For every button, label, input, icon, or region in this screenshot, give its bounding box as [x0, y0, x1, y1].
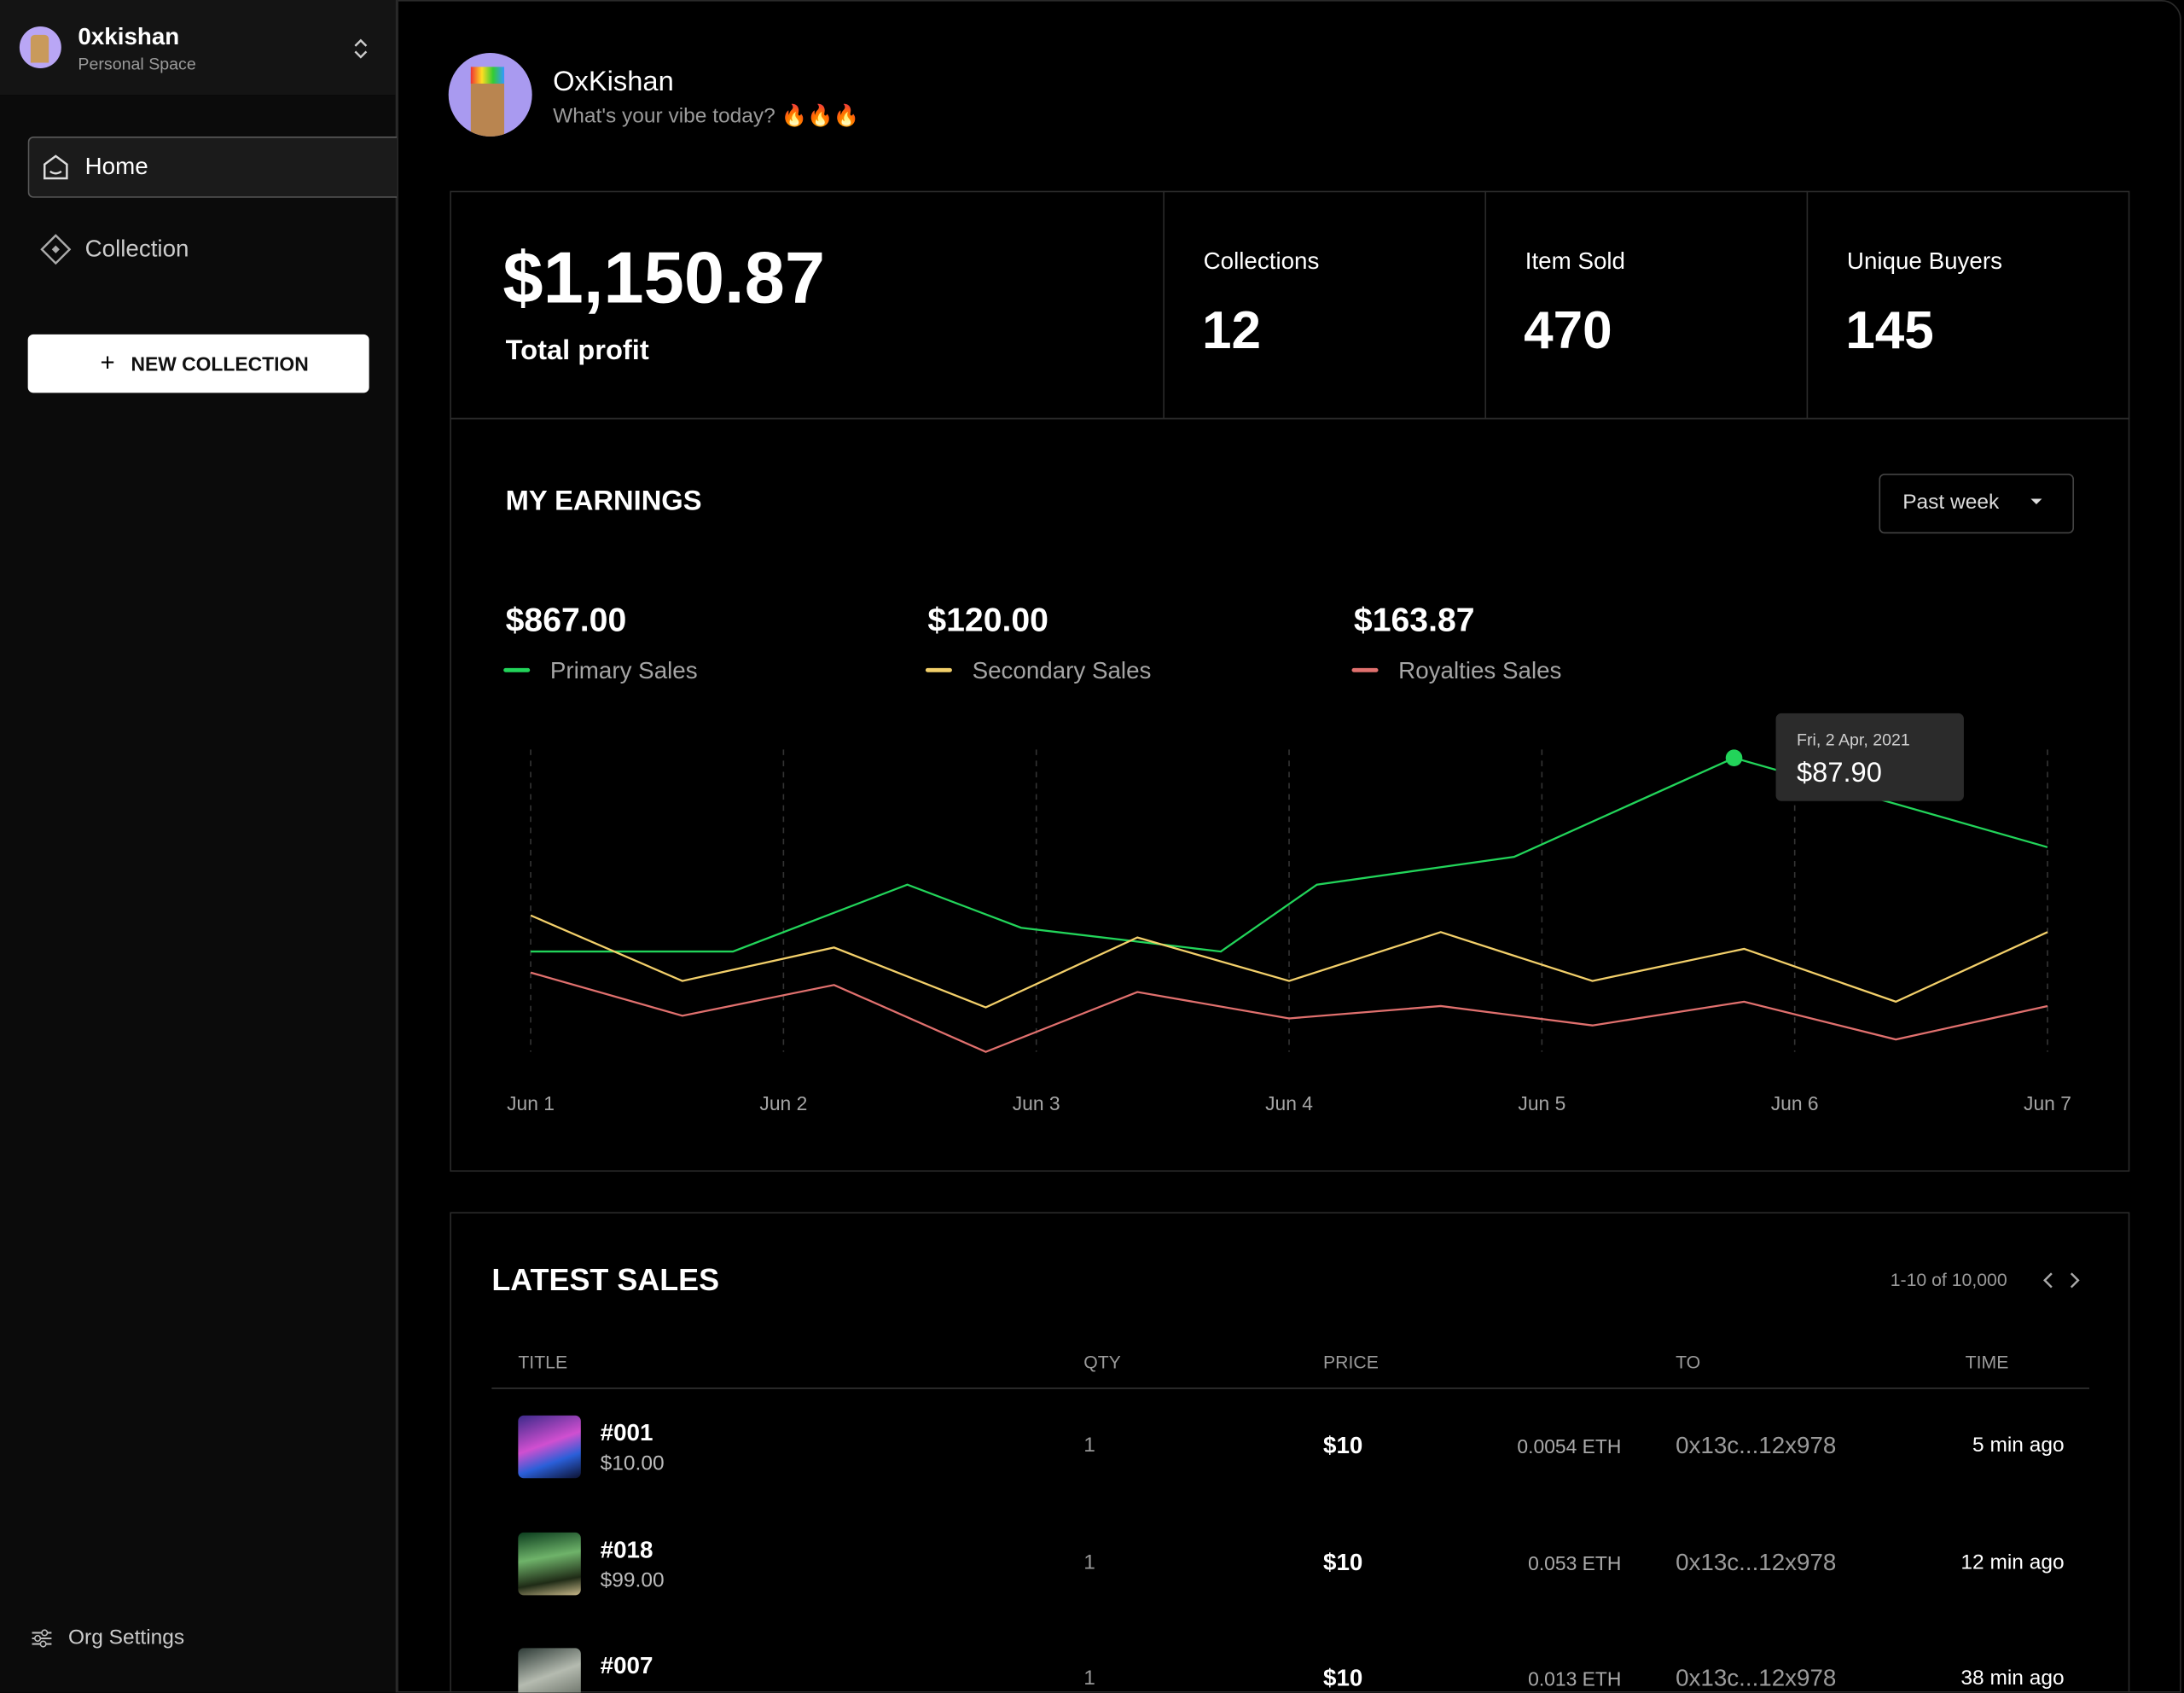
x-tick-label: Jun 5 [1518, 1092, 1565, 1114]
divider [1484, 190, 1487, 420]
profile-name: OxKishan [553, 67, 674, 98]
settings-icon [32, 1629, 52, 1648]
price: $10 [1323, 1548, 1363, 1575]
nav-item-active[interactable] [27, 137, 398, 198]
period-dropdown[interactable] [1879, 474, 2075, 534]
home-icon [44, 154, 68, 180]
series-total: $867.00 [506, 602, 627, 639]
column-header: PRICE [1323, 1351, 1379, 1373]
series-line [530, 914, 2048, 1009]
sales-row[interactable] [491, 1507, 2089, 1619]
button-label[interactable]: NEW COLLECTION [131, 352, 309, 375]
divider [1806, 190, 1809, 420]
x-tick-label: Jun 7 [2024, 1092, 2071, 1114]
buyer-address: 0x13c...12x978 [1676, 1548, 1837, 1575]
earnings-panel [450, 417, 2130, 1172]
main-panel [397, 0, 2181, 1693]
column-header: TO [1676, 1351, 1701, 1373]
price: $10 [1323, 1665, 1363, 1692]
buyer-address: 0x13c...12x978 [1676, 1665, 1837, 1692]
series-total: $120.00 [927, 602, 1048, 639]
x-tick-label: Jun 4 [1265, 1092, 1313, 1114]
legend-label: Secondary Sales [973, 657, 1152, 684]
pagination-info: 1-10 of 10,000 [1890, 1269, 2007, 1290]
item-title: #007 [600, 1652, 653, 1679]
profile-avatar [448, 53, 532, 137]
plus-icon: + [100, 348, 115, 376]
dropdown-label[interactable]: Past week [1902, 490, 2000, 515]
stat-label: Unique Buyers [1846, 247, 2002, 275]
thumbnail [518, 1648, 581, 1693]
avatar-figure [30, 34, 49, 63]
sales-panel [450, 1212, 2130, 1693]
series-line [530, 971, 2048, 1053]
section-title: MY EARNINGS [505, 486, 702, 517]
sales-row[interactable] [491, 1623, 2089, 1693]
legend-label: Primary Sales [550, 657, 698, 684]
price: $10 [1323, 1432, 1363, 1459]
earnings-chart: $867.00 Primary Sales $120.00 Secondary Sal… [503, 602, 2071, 1114]
dropdown-caret [2030, 498, 2042, 505]
column-header: QTY [1083, 1351, 1121, 1373]
tooltip-value: $87.90 [1797, 756, 1882, 788]
time: 12 min ago [1960, 1550, 2065, 1574]
time: 38 min ago [1960, 1666, 2065, 1690]
eth-price: 0.053 ETH [1528, 1550, 1622, 1574]
avatar-hat [470, 67, 505, 84]
collection-icon [40, 234, 72, 265]
stat-value: 12 [1201, 302, 1262, 361]
series-line [531, 756, 2048, 953]
stat-value: 470 [1524, 302, 1612, 361]
sales-row[interactable] [491, 1390, 2089, 1502]
settings-link[interactable]: Org Settings [68, 1626, 185, 1650]
header-divider [491, 1388, 2089, 1389]
workspace-switcher[interactable] [0, 0, 396, 96]
stat-label: Collections [1203, 247, 1320, 275]
item-price: $99.00 [600, 1568, 665, 1592]
x-tick-label: Jun 3 [1013, 1092, 1060, 1114]
eth-price: 0.013 ETH [1528, 1667, 1622, 1690]
x-tick-label: Jun 1 [507, 1092, 555, 1114]
nav-label[interactable]: Home [84, 153, 148, 180]
item-title: #018 [600, 1535, 653, 1563]
column-header: TIME [1965, 1351, 2009, 1373]
thumbnail [518, 1532, 581, 1595]
item-title: #001 [600, 1419, 653, 1446]
highlight-point [1725, 749, 1743, 766]
total-profit-value: $1,150.87 [502, 238, 826, 319]
switcher-icon [354, 38, 368, 59]
divider [1163, 190, 1165, 420]
new-collection-button[interactable] [27, 334, 369, 393]
nav-label[interactable]: Collection [84, 235, 189, 262]
series-total: $163.87 [1354, 602, 1475, 639]
qty: 1 [1083, 1550, 1095, 1574]
pagination-arrows[interactable] [2038, 1269, 2086, 1291]
stat-label: Item Sold [1525, 247, 1625, 275]
legend-label: Royalties Sales [1398, 657, 1561, 684]
item-price: $10.00 [600, 1452, 665, 1475]
tooltip-title: Fri, 2 Apr, 2021 [1797, 730, 1910, 749]
tooltip [1775, 713, 1964, 801]
qty: 1 [1083, 1666, 1095, 1690]
stat-value: 145 [1845, 302, 1934, 361]
workspace-name: 0xkishan [78, 23, 180, 50]
x-tick-label: Jun 2 [759, 1092, 807, 1114]
qty: 1 [1083, 1433, 1095, 1457]
column-header: TITLE [518, 1351, 568, 1373]
total-profit-label: Total profit [505, 335, 649, 367]
workspace-subtitle: Personal Space [78, 54, 196, 74]
time: 5 min ago [1972, 1433, 2065, 1457]
profile-status: What's your vibe today? 🔥🔥🔥 [553, 104, 860, 129]
sidebar [0, 0, 398, 1693]
eth-price: 0.0054 ETH [1517, 1434, 1622, 1457]
buyer-address: 0x13c...12x978 [1676, 1432, 1837, 1459]
section-title: LATEST SALES [491, 1262, 720, 1297]
thumbnail [518, 1415, 581, 1479]
x-tick-label: Jun 6 [1771, 1092, 1819, 1114]
